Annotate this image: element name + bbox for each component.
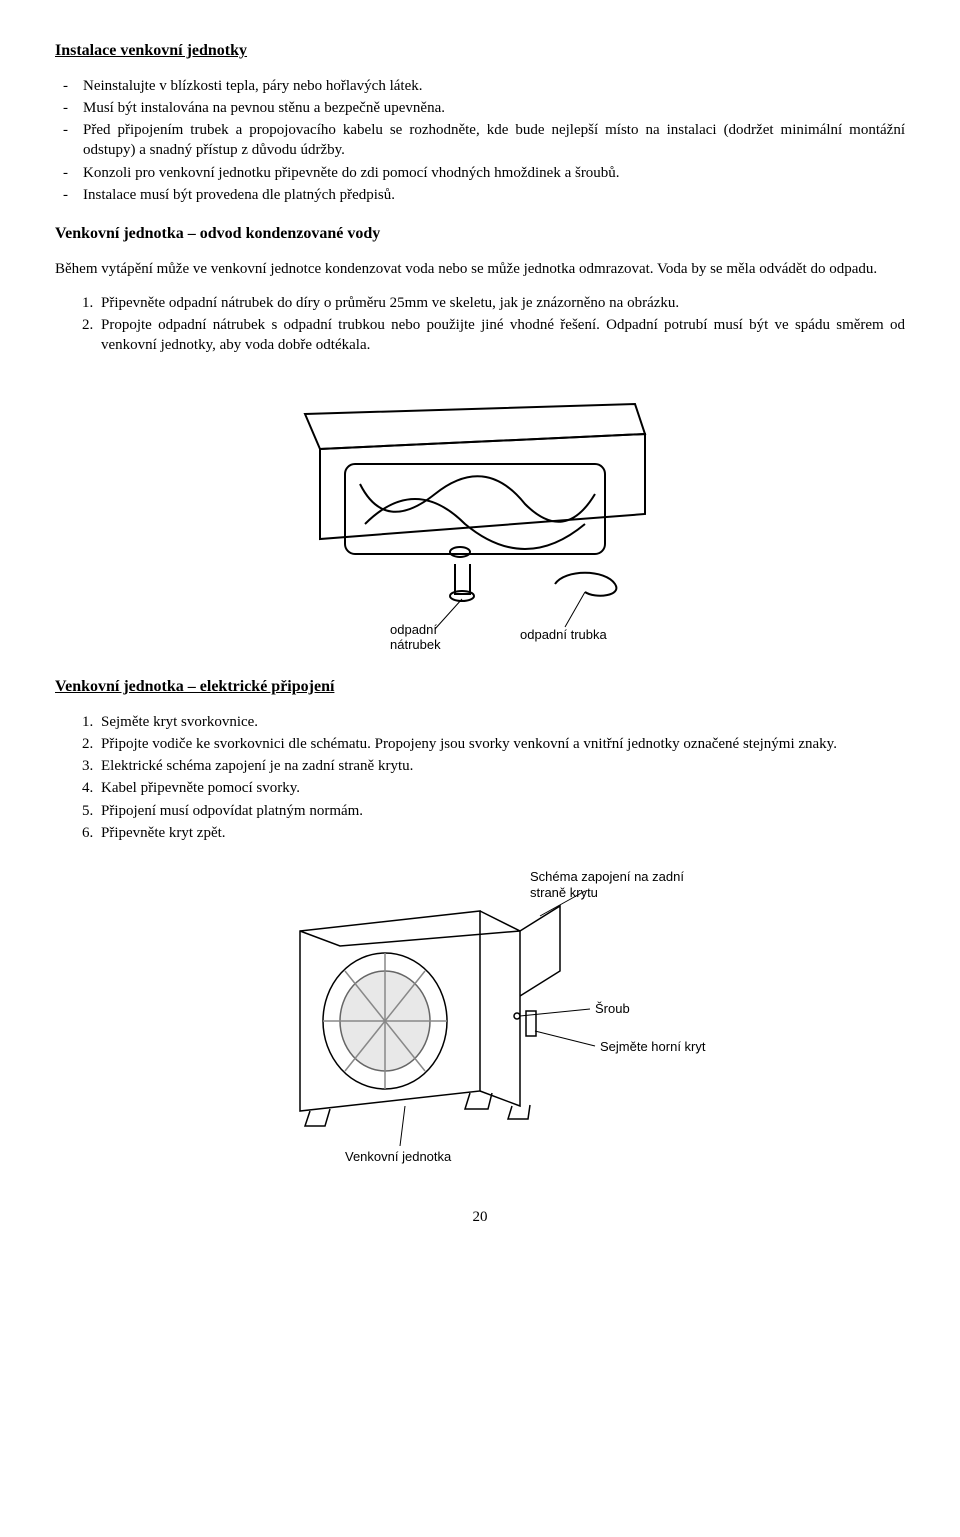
fig-label-screw: Šroub xyxy=(595,1001,630,1016)
section-heading-install: Instalace venkovní jednotky xyxy=(55,40,905,62)
drain-intro: Během vytápění může ve venkovní jednotce… xyxy=(55,259,905,279)
list-item: Připevněte odpadní nátrubek do díry o pr… xyxy=(97,293,905,313)
fig-label-outdoor-unit: Venkovní jednotka xyxy=(345,1149,452,1164)
list-item: Konzoli pro venkovní jednotku připevněte… xyxy=(83,163,905,183)
elec-ordered-list: Sejměte kryt svorkovnice. Připojte vodič… xyxy=(55,712,905,844)
drain-ordered-list: Připevněte odpadní nátrubek do díry o pr… xyxy=(55,293,905,356)
fig-label-schema-1: Schéma zapojení na zadní xyxy=(530,869,684,884)
install-bullet-list: Neinstalujte v blízkosti tepla, páry neb… xyxy=(55,76,905,206)
fig-label-drain-fitting-2: nátrubek xyxy=(390,637,441,652)
fig-label-schema-2: straně krytu xyxy=(530,885,598,900)
fig-label-drain-fitting-1: odpadní xyxy=(390,622,437,637)
list-item: Neinstalujte v blízkosti tepla, páry neb… xyxy=(83,76,905,96)
section-heading-drain: Venkovní jednotka – odvod kondenzované v… xyxy=(55,223,905,245)
fig-label-drain-pipe: odpadní trubka xyxy=(520,627,608,642)
drain-figure: odpadní nátrubek odpadní trubka xyxy=(55,374,905,660)
list-item: Elektrické schéma zapojení je na zadní s… xyxy=(97,756,905,776)
fig-label-remove-cover: Sejměte horní kryt xyxy=(600,1039,706,1054)
list-item: Připojení musí odpovídat platným normám. xyxy=(97,801,905,821)
section-heading-elec: Venkovní jednotka – elektrické připojení xyxy=(55,676,905,698)
list-item: Sejměte kryt svorkovnice. xyxy=(97,712,905,732)
list-item: Připojte vodiče ke svorkovnici dle schém… xyxy=(97,734,905,754)
elec-figure: Schéma zapojení na zadní straně krytu Šr… xyxy=(55,861,905,1177)
list-item: Instalace musí být provedena dle platnýc… xyxy=(83,185,905,205)
list-item: Kabel připevněte pomocí svorky. xyxy=(97,778,905,798)
elec-diagram-svg: Schéma zapojení na zadní straně krytu Šr… xyxy=(230,861,730,1171)
list-item: Před připojením trubek a propojovacího k… xyxy=(83,120,905,161)
list-item: Propojte odpadní nátrubek s odpadní trub… xyxy=(97,315,905,356)
drain-diagram-svg: odpadní nátrubek odpadní trubka xyxy=(265,374,695,654)
page-number: 20 xyxy=(55,1207,905,1227)
list-item: Připevněte kryt zpět. xyxy=(97,823,905,843)
list-item: Musí být instalována na pevnou stěnu a b… xyxy=(83,98,905,118)
